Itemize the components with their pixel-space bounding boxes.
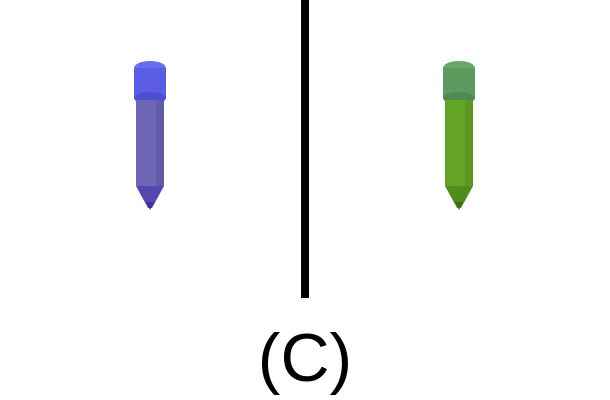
crayon-body-shade <box>156 100 164 186</box>
left-panel <box>0 0 301 300</box>
crayon-body-shade <box>465 100 473 186</box>
crayon-point <box>455 202 463 210</box>
figure-caption: (C) <box>257 320 353 396</box>
green-crayon-graphic <box>443 61 475 210</box>
center-divider <box>301 0 309 298</box>
blue-crayon-graphic <box>134 61 166 210</box>
blue-crayon-icon <box>132 58 168 214</box>
crayon-tip <box>136 186 164 208</box>
crayon-point <box>146 202 154 210</box>
crayon-tip <box>445 186 473 208</box>
green-crayon-icon <box>441 58 477 214</box>
